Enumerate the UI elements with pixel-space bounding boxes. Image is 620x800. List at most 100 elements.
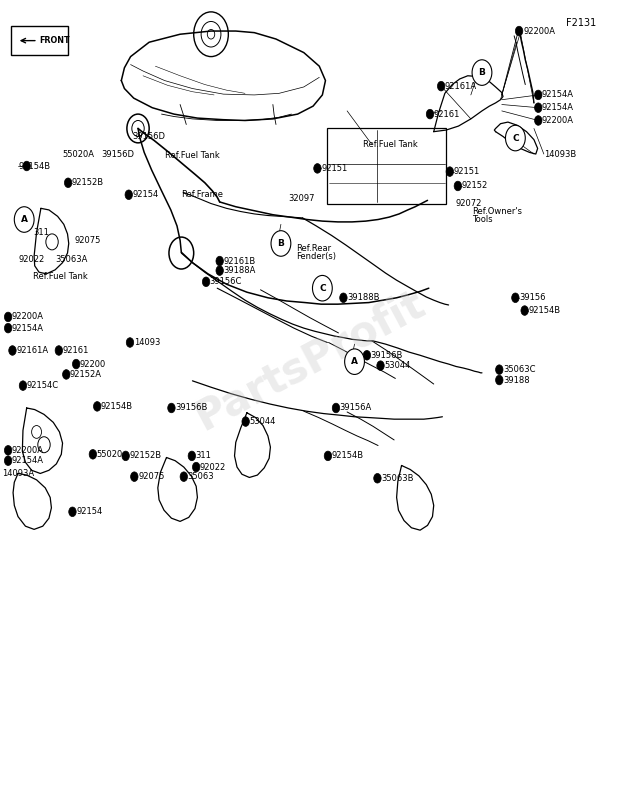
Text: 92154A: 92154A [12,324,44,333]
Circle shape [515,26,523,36]
Text: 35063: 35063 [187,472,214,481]
Circle shape [474,68,482,78]
Circle shape [188,451,195,461]
Text: 311: 311 [195,451,211,461]
Text: 92075: 92075 [75,236,101,245]
Text: 311: 311 [33,228,49,237]
Circle shape [495,375,503,385]
Circle shape [216,266,223,275]
Circle shape [345,349,365,374]
Text: Ref.Fuel Tank: Ref.Fuel Tank [363,140,418,149]
Text: 92154B: 92154B [18,162,50,170]
Text: 92154A: 92154A [542,103,574,112]
Text: 92161: 92161 [63,346,89,355]
Text: 92151: 92151 [321,164,347,173]
Circle shape [126,338,134,347]
Text: 55020: 55020 [97,450,123,459]
Text: 92154A: 92154A [542,90,574,99]
Circle shape [122,451,130,461]
Text: 92152: 92152 [461,182,488,190]
Text: Ref.Frame: Ref.Frame [181,190,223,199]
Text: 92154B: 92154B [528,306,560,315]
Circle shape [94,402,101,411]
Circle shape [332,403,340,413]
Text: FRONT: FRONT [39,36,69,45]
Text: 92161B: 92161B [223,257,255,266]
Circle shape [4,312,12,322]
Text: PartsProfit: PartsProfit [188,282,432,438]
Circle shape [4,446,12,455]
Text: B: B [278,239,285,248]
Text: 39156B: 39156B [371,350,403,360]
Circle shape [472,60,492,86]
Text: 92161A: 92161A [16,346,48,355]
Text: 39156C: 39156C [210,278,242,286]
Circle shape [312,275,332,301]
Text: 92200A: 92200A [542,116,574,125]
Text: 92152B: 92152B [72,178,104,187]
Text: Ref.Rear: Ref.Rear [296,244,332,253]
Circle shape [180,472,187,482]
Circle shape [9,346,16,355]
Text: A: A [351,357,358,366]
Circle shape [271,230,291,256]
Text: 35063C: 35063C [503,365,536,374]
Circle shape [427,110,434,119]
Text: 39156B: 39156B [175,403,208,413]
Circle shape [216,256,223,266]
Text: 92200A: 92200A [12,313,44,322]
Text: 39188A: 39188A [223,266,256,275]
Text: 92075: 92075 [138,472,164,481]
Text: 92072: 92072 [455,199,482,208]
Circle shape [315,283,322,293]
Text: 92154: 92154 [133,190,159,199]
Text: Fender(s): Fender(s) [296,252,337,261]
Circle shape [14,206,34,232]
FancyBboxPatch shape [11,26,68,55]
Text: 39188: 39188 [503,375,529,385]
Text: 92161: 92161 [434,110,460,118]
Text: 92022: 92022 [18,255,44,264]
Circle shape [534,90,542,100]
Text: 14093: 14093 [134,338,160,347]
Text: 92161A: 92161A [445,82,477,90]
Circle shape [89,450,97,459]
Text: 14093A: 14093A [2,469,34,478]
Circle shape [168,403,175,413]
Text: C: C [319,284,326,293]
Circle shape [314,164,321,173]
Circle shape [125,190,133,199]
Text: 35063A: 35063A [55,255,87,264]
Text: 92154B: 92154B [332,451,364,461]
Text: 92200: 92200 [80,359,106,369]
Text: 53044: 53044 [249,417,276,426]
Circle shape [347,357,355,366]
Circle shape [521,306,528,315]
Text: 92151: 92151 [453,167,480,176]
Text: Ref.Fuel Tank: Ref.Fuel Tank [165,151,219,160]
Circle shape [4,456,12,466]
Text: 35063B: 35063B [381,474,414,482]
Circle shape [63,370,70,379]
Text: 53044: 53044 [384,361,410,370]
Text: 39156D: 39156D [102,150,135,158]
Circle shape [202,277,210,286]
Text: 92154B: 92154B [101,402,133,411]
Circle shape [19,381,27,390]
Text: 92152A: 92152A [70,370,102,379]
Circle shape [340,293,347,302]
Text: Ref.Owner's: Ref.Owner's [472,207,522,216]
Text: 92154: 92154 [76,507,102,516]
Text: 39188B: 39188B [347,294,379,302]
Text: Tools: Tools [472,215,493,224]
Circle shape [242,417,249,426]
Circle shape [324,451,332,461]
Text: 39156: 39156 [519,294,546,302]
Circle shape [192,462,200,472]
Text: 92152B: 92152B [130,451,161,461]
Text: 92154A: 92154A [12,456,44,465]
Circle shape [446,167,453,176]
Text: 39156A: 39156A [340,403,372,413]
Text: 14093B: 14093B [544,150,576,158]
Circle shape [377,361,384,370]
